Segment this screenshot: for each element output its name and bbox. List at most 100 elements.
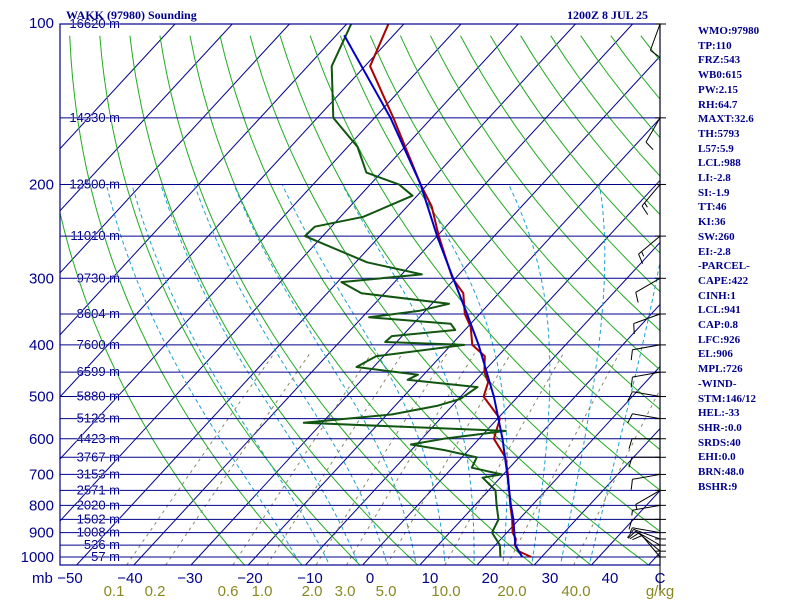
parameter-item: HEL:-33 [698,407,740,420]
height-label: 1502 m [77,511,120,526]
pressure-label: 1000 [21,549,54,566]
parameter-item: SHR-:0.0 [698,421,742,434]
parameter-item: KI:36 [698,216,726,229]
wind-profile [627,23,666,590]
wind-barb-flag [633,323,635,335]
temp-tick-label: −20 [237,570,262,587]
wind-barb-flag [630,349,633,361]
temp-tick-label: 10 [422,570,439,587]
isotherm-line [60,24,176,150]
parameter-item: BRN:48.0 [698,466,745,479]
height-label: 14330 m [69,110,120,125]
parameter-item: TP:110 [698,39,732,52]
wind-barb-shaft [635,489,661,505]
mixing-ratio-line [444,353,564,565]
mixing-ratio-line [232,353,372,565]
mixing-ratio-line [165,353,311,565]
parameter-item: CAP:0.8 [698,319,739,332]
pressure-label: 600 [29,431,54,448]
pressure-label: 400 [29,337,54,354]
parameter-item: STM:146/12 [698,392,757,405]
mixing-ratio-label: 0.2 [145,583,166,600]
wind-barb-half [635,504,638,510]
isotherm-line [60,24,347,336]
wind-barb-flag [627,529,635,539]
mixing-ratio-label: 5.0 [376,583,397,600]
isotherm-line [60,24,290,274]
height-label: 5880 m [77,389,120,404]
moist-adiabat-line [588,259,660,565]
moist-adiabat-line [193,184,388,565]
wind-barb-shaft [638,235,661,255]
wind-barb-shaft [632,527,661,534]
mixing-ratio-label: 40.0 [561,583,590,600]
height-label: 6599 m [77,364,120,379]
moist-adiabat-line [131,184,330,565]
chart-title: WAKK (97980) Sounding [66,8,197,22]
moist-adiabat-line [559,184,606,565]
dry-adiabat-line [219,35,592,565]
height-label: 536 m [84,537,120,552]
dewpoint-line [302,24,507,558]
parameter-item: EHI:0.0 [698,451,736,464]
wind-barb-half [644,202,648,208]
mixing-ratio-label: 2.0 [302,583,323,600]
wind-barb-shaft [632,473,661,480]
temp-tick-label: −50 [57,570,82,587]
temperature-line [369,24,532,558]
wind-barb-shaft [632,391,661,398]
profile-lines [302,24,532,558]
temp-tick-label: 40 [602,570,619,587]
temp-tick-label: −10 [297,570,322,587]
wind-barb-half [641,251,645,257]
wind-barb-flag [645,141,654,151]
mixing-ratio-line [573,388,660,565]
dry-adiabat-line [99,35,361,565]
dry-adiabat-line [399,35,660,371]
parameter-item: MPL:726 [698,363,743,376]
wind-barb-shaft [638,532,661,552]
mixing-ratio-unit: g/kg [646,583,674,600]
dry-adiabat-line [279,35,660,533]
dry-adiabat-line [339,35,660,451]
dry-adiabat-line [490,35,660,254]
parameter-item: WB0:615 [698,69,742,82]
parameter-item: -WIND- [698,377,737,390]
parameter-item: LI:-2.8 [698,172,731,185]
height-label: 8604 m [77,306,120,321]
dry-adiabat-line [249,35,650,565]
dry-adiabat-line [69,35,303,565]
parameter-item: LFC:926 [698,333,741,346]
temp-tick-label: −30 [177,570,202,587]
wind-barb-flag [630,376,633,388]
mixing-ratio-line [126,353,275,565]
pressure-label: 300 [29,270,54,287]
height-label: 4423 m [77,431,120,446]
pressure-label: 900 [29,525,54,542]
temp-tick-label: −40 [117,570,142,587]
mixing-ratio-label: 0.6 [218,583,239,600]
wind-barb-half [631,510,633,516]
parameter-item: L57:5.9 [698,142,734,155]
dry-adiabat-line [460,35,660,293]
pressure-label: 800 [29,497,54,514]
dry-adiabat-line [429,35,660,332]
parameter-item: BSHR:9 [698,480,738,493]
parameter-item: RH:64.7 [698,98,738,111]
mixing-ratio-label: 10.0 [431,583,460,600]
wind-barb-shaft [635,277,661,293]
parameter-item: CINH:1 [698,289,736,302]
mixing-ratio-line [386,353,512,565]
wind-barb-flag [650,49,660,57]
height-label: 9730 m [77,270,120,285]
axis-unit-mb: mb [32,570,53,587]
wind-barb-shaft [635,530,661,546]
parameter-item: LCL:941 [698,304,741,317]
pressure-label: 200 [29,176,54,193]
moist-adiabat-line [160,184,359,565]
height-label: 16620 m [69,16,120,31]
wind-barb-shaft [633,313,661,325]
mixing-ratio-label: 0.1 [104,583,125,600]
wind-barb-flag [627,391,633,402]
